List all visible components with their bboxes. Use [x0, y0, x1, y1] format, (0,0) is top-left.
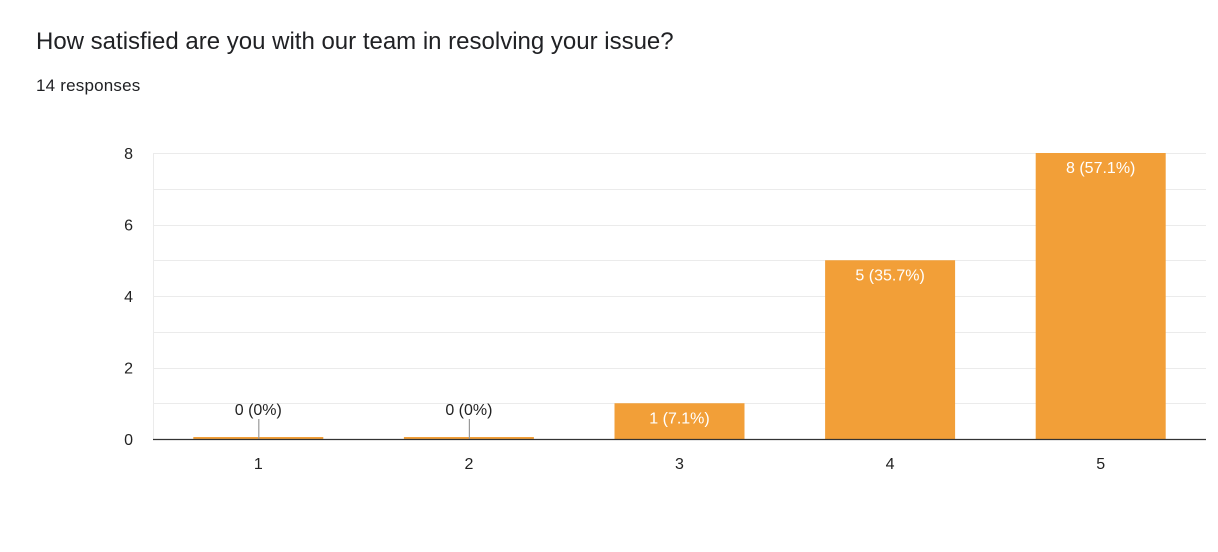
x-tick-label-1: 1	[254, 456, 263, 473]
data-label-3: 1 (7.1%)	[649, 410, 709, 427]
data-label-4: 5 (35.7%)	[855, 267, 924, 284]
x-tick-label-4: 4	[886, 456, 895, 473]
y-tick-label-6: 6	[124, 218, 133, 235]
x-tick-label-5: 5	[1096, 456, 1105, 473]
bar-4	[825, 260, 956, 439]
y-tick-label-8: 8	[124, 146, 133, 163]
data-label-2: 0 (0%)	[445, 402, 492, 419]
bar-5	[1035, 153, 1166, 439]
x-tick-label-2: 2	[464, 456, 473, 473]
question-title: How satisfied are you with our team in r…	[36, 28, 674, 55]
y-tick-label-4: 4	[124, 289, 133, 306]
y-tick-label-2: 2	[124, 361, 133, 378]
data-label-1: 0 (0%)	[235, 402, 282, 419]
bar-3	[614, 403, 745, 439]
x-tick-label-3: 3	[675, 456, 684, 473]
response-count: 14 responses	[36, 76, 141, 95]
data-label-5: 8 (57.1%)	[1066, 160, 1135, 177]
y-tick-label-0: 0	[124, 432, 133, 449]
